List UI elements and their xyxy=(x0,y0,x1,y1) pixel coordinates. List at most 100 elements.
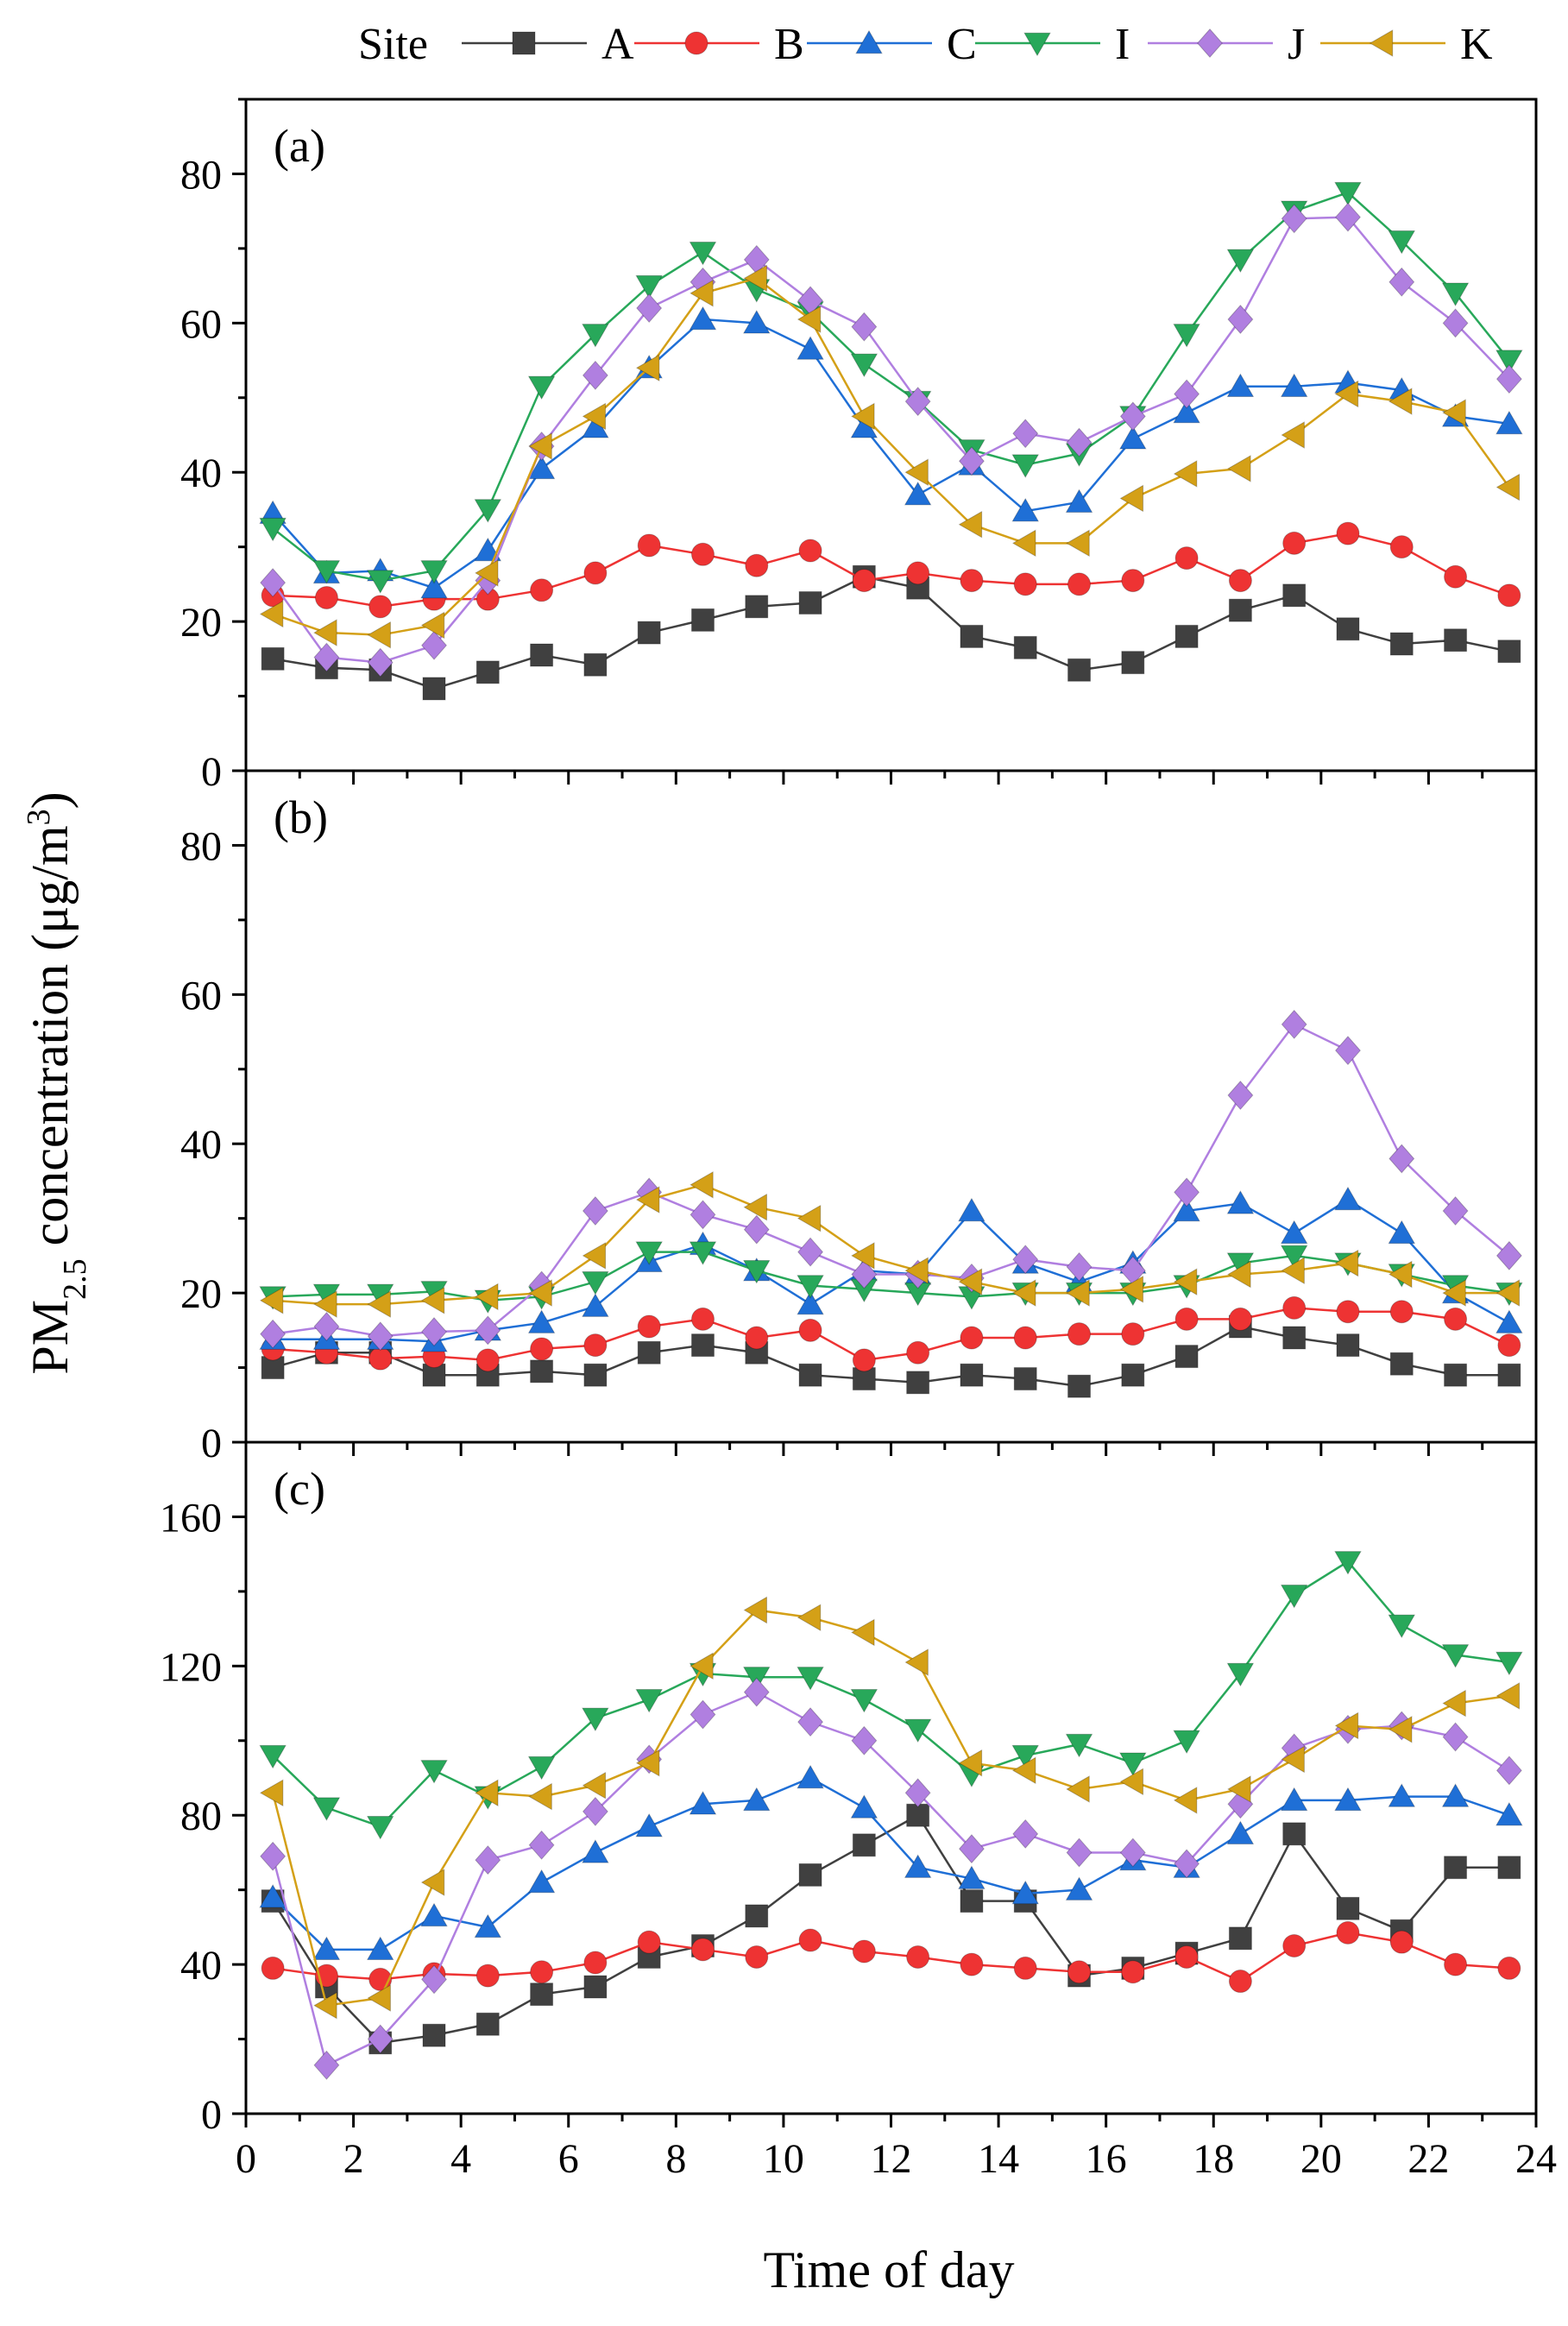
data-point xyxy=(1066,1775,1090,1803)
data-point xyxy=(745,1945,769,1969)
data-point xyxy=(260,1319,287,1349)
data-point xyxy=(743,1214,770,1245)
data-point xyxy=(1444,1856,1468,1880)
data-point xyxy=(1174,1307,1199,1331)
data-point xyxy=(958,1865,986,1889)
data-point xyxy=(1496,1801,1523,1826)
data-point xyxy=(797,1275,824,1299)
x-tick-label: 14 xyxy=(978,2136,1019,2182)
data-point xyxy=(1228,569,1252,593)
data-point xyxy=(635,1241,664,1265)
x-tick-label: 8 xyxy=(665,2136,686,2182)
data-point xyxy=(1496,1756,1522,1786)
series-line xyxy=(272,191,1510,582)
data-point xyxy=(583,1951,608,1975)
data-point xyxy=(1441,282,1470,307)
data-point xyxy=(367,1290,391,1318)
data-point xyxy=(958,1834,985,1864)
data-point xyxy=(1173,1197,1200,1222)
data-point xyxy=(690,1170,714,1199)
data-point xyxy=(367,2024,394,2054)
y-tick-label: 80 xyxy=(180,823,222,869)
y-axis-title-sub: 2.5 xyxy=(57,1258,93,1300)
data-point xyxy=(1228,598,1252,622)
data-point xyxy=(742,1787,771,1812)
data-point xyxy=(530,1359,554,1384)
data-point xyxy=(960,1363,984,1387)
data-point xyxy=(475,2012,500,2036)
data-point xyxy=(260,568,287,598)
data-point xyxy=(904,481,932,506)
data-point xyxy=(420,574,448,599)
data-point xyxy=(312,560,341,584)
data-point xyxy=(851,402,875,431)
data-point xyxy=(259,1286,284,1314)
y-tick-label: 0 xyxy=(201,749,222,795)
x-tick-label: 22 xyxy=(1407,2136,1449,2182)
data-point xyxy=(1442,1689,1466,1718)
data-point xyxy=(1496,364,1522,394)
data-point xyxy=(1174,1849,1200,1879)
data-point xyxy=(1497,640,1521,664)
data-point xyxy=(313,619,337,646)
data-point xyxy=(797,336,824,360)
series-line xyxy=(271,1609,1510,2008)
data-point xyxy=(582,1242,607,1270)
legend-marker xyxy=(512,31,536,55)
data-point xyxy=(1066,427,1093,457)
data-point xyxy=(314,585,338,609)
data-point xyxy=(797,1764,824,1789)
data-point xyxy=(1173,399,1200,424)
data-point xyxy=(1065,1733,1093,1758)
data-point xyxy=(906,1803,930,1827)
data-point xyxy=(1173,1787,1198,1814)
data-point xyxy=(906,1371,930,1395)
data-point xyxy=(312,1797,341,1821)
data-point xyxy=(906,1945,930,1969)
data-point xyxy=(313,642,340,672)
data-point xyxy=(1281,1009,1307,1039)
data-point xyxy=(1227,1775,1251,1803)
data-point xyxy=(1388,388,1413,415)
data-point xyxy=(1173,460,1198,488)
data-point xyxy=(1011,1756,1036,1785)
legend-label: C xyxy=(947,20,977,69)
data-point xyxy=(1226,1190,1255,1214)
data-point xyxy=(1389,1352,1414,1376)
series-line xyxy=(271,1691,1510,2067)
y-tick-label: 20 xyxy=(180,1271,222,1317)
data-point xyxy=(1011,1279,1036,1307)
legend-entry-b: B xyxy=(634,20,804,69)
data-point xyxy=(904,458,929,487)
data-point xyxy=(259,1779,284,1807)
data-point xyxy=(421,630,447,660)
data-point xyxy=(690,279,714,307)
data-point xyxy=(1496,473,1521,501)
data-point xyxy=(1334,1551,1362,1575)
data-point xyxy=(958,510,983,539)
data-point xyxy=(1013,1367,1037,1391)
series-i xyxy=(259,1551,1523,1840)
series-k xyxy=(259,1170,1521,1318)
data-point xyxy=(1442,1196,1469,1226)
data-point xyxy=(583,652,608,677)
data-point xyxy=(960,1326,984,1350)
series-c xyxy=(259,1764,1523,1961)
legend-marker xyxy=(684,31,708,55)
y-tick-label: 20 xyxy=(180,600,222,646)
data-point xyxy=(1334,181,1362,206)
series-line xyxy=(273,1183,1509,1306)
data-point xyxy=(635,1186,660,1213)
data-point xyxy=(742,310,771,334)
x-tick-label: 0 xyxy=(236,2136,256,2182)
data-point xyxy=(1388,1260,1413,1289)
data-point xyxy=(690,1652,714,1680)
data-point xyxy=(1444,1307,1468,1331)
data-point xyxy=(259,1884,287,1908)
data-point xyxy=(583,1363,608,1387)
x-tick-label: 6 xyxy=(558,2136,579,2182)
x-tick-label: 24 xyxy=(1515,2136,1557,2182)
data-point xyxy=(582,1707,609,1732)
data-point xyxy=(1496,1240,1522,1270)
legend-marker xyxy=(1023,32,1051,57)
